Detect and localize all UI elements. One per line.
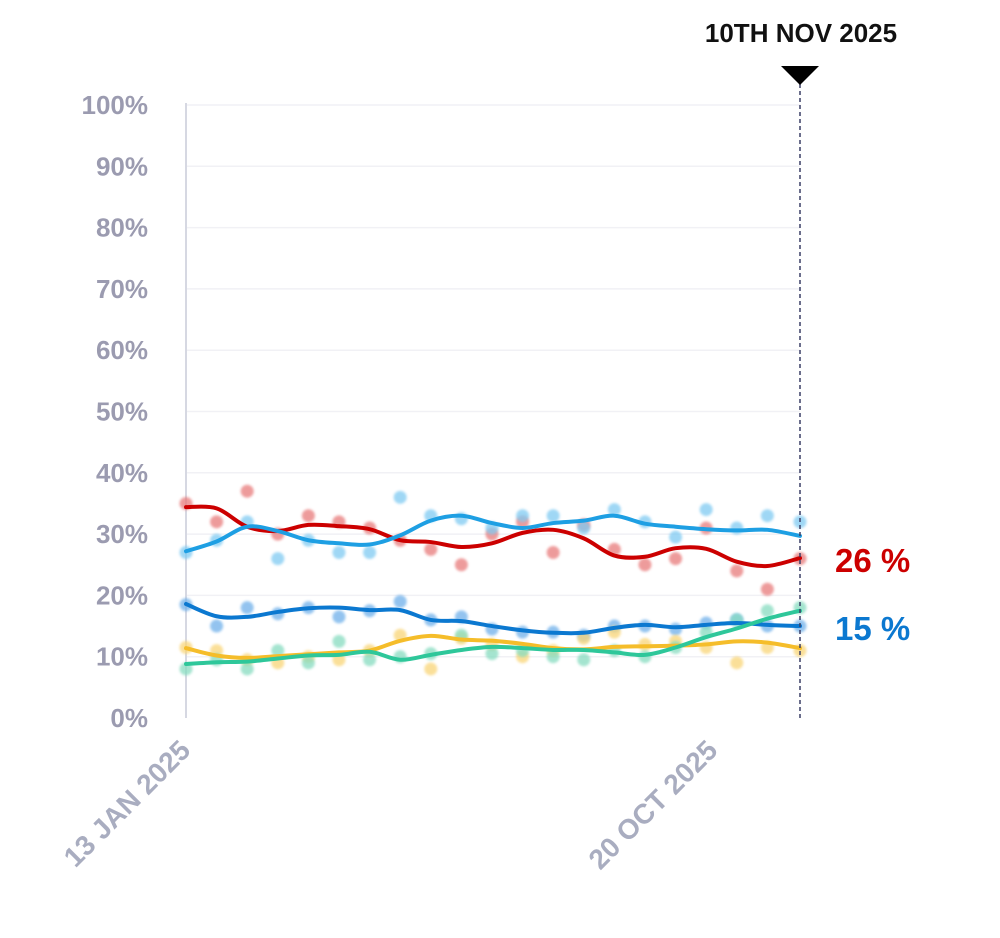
trend-line — [184, 601, 802, 636]
y-tick-label: 100% — [82, 90, 149, 120]
poll-point — [424, 662, 438, 676]
poll-point — [363, 545, 377, 559]
y-tick-label: 30% — [96, 519, 148, 549]
poll-point — [730, 564, 744, 578]
poll-point — [332, 545, 346, 559]
poll-point — [699, 503, 713, 517]
poll-point — [393, 490, 407, 504]
y-tick-label: 90% — [96, 151, 148, 181]
y-tick-label: 40% — [96, 458, 148, 488]
y-tick-label: 80% — [96, 213, 148, 243]
poll-point — [760, 582, 774, 596]
end-labels: 26 % 15 % — [835, 542, 910, 647]
poll-point — [424, 542, 438, 556]
poll-point — [240, 601, 254, 615]
trend-line — [184, 608, 802, 667]
poll-point — [546, 650, 560, 664]
poll-point — [760, 604, 774, 618]
y-tick-label: 70% — [96, 274, 148, 304]
poll-point — [485, 647, 499, 661]
current-date-label: 10TH NOV 2025 — [705, 18, 897, 48]
current-date-triangle-icon — [781, 66, 819, 85]
poll-point — [271, 644, 285, 658]
poll-point — [607, 503, 621, 517]
poll-point — [730, 521, 744, 535]
poll-point — [240, 662, 254, 676]
poll-point — [363, 653, 377, 667]
x-tick-label: 20 OCT 2025 — [583, 734, 724, 875]
poll-point — [210, 619, 224, 633]
trend-line — [184, 513, 802, 554]
poll-point — [454, 558, 468, 572]
y-tick-label: 0% — [110, 703, 148, 733]
poll-point — [730, 656, 744, 670]
end-value-label: 15 % — [835, 610, 910, 647]
poll-point — [240, 484, 254, 498]
x-tick-label: 13 JAN 2025 — [58, 734, 197, 873]
poll-point — [546, 509, 560, 523]
poll-point — [210, 515, 224, 529]
y-axis-ticks: 0% 10% 20% 30% 40% 50% 60% 70% 80% 90% 100% — [82, 90, 149, 733]
poll-point — [577, 521, 591, 535]
poll-point — [577, 653, 591, 667]
end-value-label: 26 % — [835, 542, 910, 579]
poll-point — [669, 530, 683, 544]
poll-point — [301, 656, 315, 670]
poll-point — [516, 509, 530, 523]
y-tick-label: 10% — [96, 642, 148, 672]
poll-point — [669, 552, 683, 566]
x-axis-ticks: 13 JAN 2025 20 OCT 2025 — [58, 734, 724, 875]
trend-line — [184, 633, 802, 660]
gridlines — [186, 104, 800, 658]
poll-point — [546, 545, 560, 559]
trend-lines — [184, 504, 802, 667]
poll-point — [301, 509, 315, 523]
poll-point — [332, 610, 346, 624]
poll-point — [271, 552, 285, 566]
poll-point — [760, 509, 774, 523]
poll-point — [332, 634, 346, 648]
poll-point — [638, 558, 652, 572]
poll-point — [393, 595, 407, 609]
y-tick-label: 60% — [96, 335, 148, 365]
y-tick-label: 50% — [96, 397, 148, 427]
trend-line — [184, 504, 802, 569]
y-tick-label: 20% — [96, 580, 148, 610]
poll-point — [577, 631, 591, 645]
